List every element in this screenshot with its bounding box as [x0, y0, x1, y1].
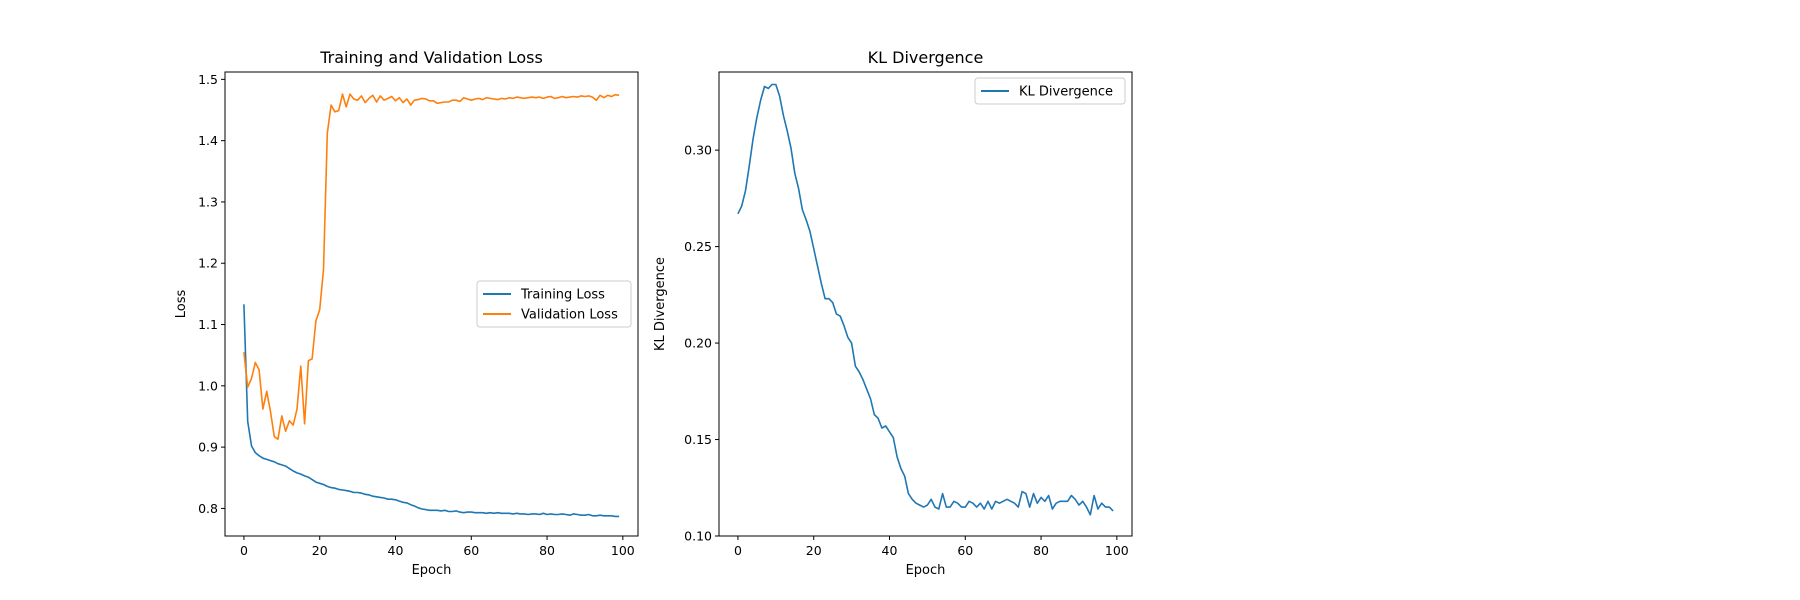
axes-frame [718, 71, 1133, 537]
x-axis-label: Epoch [412, 563, 452, 578]
y-tick-label: 1.5 [198, 72, 218, 87]
x-tick-label: 20 [312, 543, 328, 558]
y-tick-label: 0.9 [198, 440, 218, 455]
series-line-validation-loss [243, 93, 620, 441]
chart-title: KL Divergence [868, 48, 984, 67]
loss-chart: 0 20 40 60 80 100 0.8 0.9 1.0 1.1 1.2 1.3 1.4 1.5 Trai… [174, 48, 639, 578]
y-tick-label: 1.3 [198, 194, 218, 209]
axes-frame [224, 71, 639, 537]
x-tick-label: 40 [882, 543, 898, 558]
y-tick-label: 0.10 [684, 529, 712, 544]
y-tick-label: 0.20 [684, 336, 712, 351]
chart-title: Training and Validation Loss [319, 48, 543, 67]
legend-label: KL Divergence [1019, 85, 1113, 100]
x-tick-label: 20 [806, 543, 822, 558]
y-tick-label: 1.0 [198, 378, 218, 393]
x-tick-label: 100 [611, 543, 635, 558]
y-tick-label: 0.8 [198, 501, 218, 516]
x-tick-label: 40 [388, 543, 404, 558]
x-tick-label: 80 [1033, 543, 1049, 558]
legend-box [476, 280, 632, 328]
legend-label: Validation Loss [521, 308, 618, 323]
y-axis-label: Loss [174, 290, 189, 319]
y-tick-label: 0.25 [684, 239, 712, 254]
x-axis-label: Epoch [906, 563, 946, 578]
y-tick-label: 1.1 [198, 317, 218, 332]
legend-label: Training Loss [520, 288, 605, 303]
x-tick-label: 60 [957, 543, 973, 558]
x-tick-label: 60 [463, 543, 479, 558]
legend-box [974, 77, 1126, 105]
y-tick-label: 0.30 [684, 143, 712, 158]
y-tick-label: 1.2 [198, 256, 218, 271]
kl-divergence-chart: 0 20 40 60 80 100 0.10 0.15 0.20 0.25 0.30 KL Diver… [653, 48, 1133, 578]
series-line-kl-divergence [737, 83, 1114, 516]
x-tick-label: 0 [240, 543, 248, 558]
x-tick-label: 80 [539, 543, 555, 558]
y-axis-label: KL Divergence [653, 257, 668, 351]
y-tick-label: 0.15 [684, 432, 712, 447]
y-tick-label: 1.4 [198, 133, 218, 148]
series-line-training-loss [243, 304, 620, 518]
x-tick-label: 0 [734, 543, 742, 558]
x-tick-label: 100 [1105, 543, 1129, 558]
